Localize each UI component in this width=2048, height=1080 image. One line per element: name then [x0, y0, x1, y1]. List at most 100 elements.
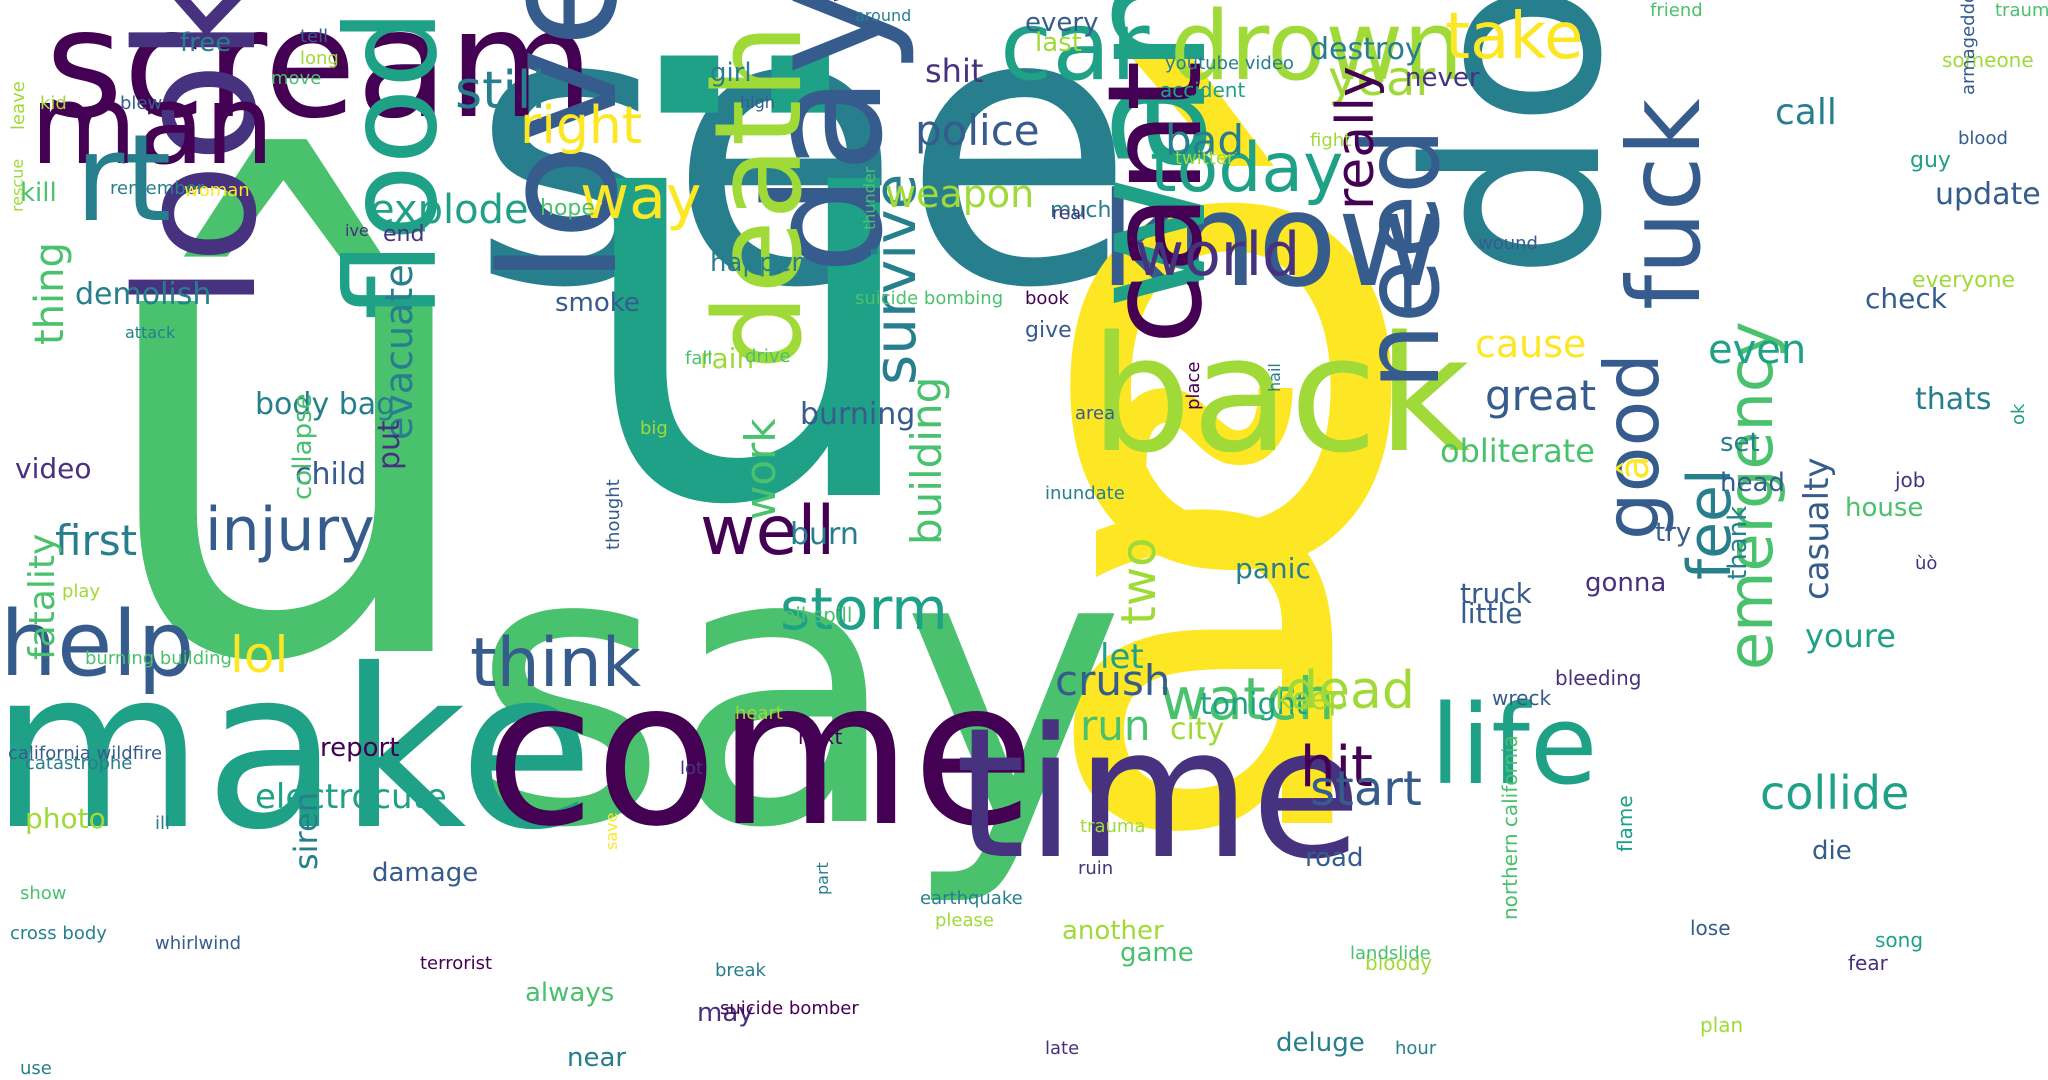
cloud-word: two	[1111, 537, 1167, 625]
cloud-word: attack	[125, 323, 176, 342]
cloud-word: place	[1183, 361, 1204, 410]
cloud-word: near	[567, 1043, 627, 1073]
cloud-word: earthquake	[920, 888, 1023, 909]
cloud-word: smoke	[555, 288, 640, 318]
cloud-word: bad	[1165, 116, 1245, 165]
cloud-word: drown	[1170, 0, 1464, 102]
cloud-word: fall	[685, 348, 713, 369]
cloud-word: guy	[1910, 148, 1951, 173]
cloud-word: whirlwind	[155, 933, 242, 954]
cloud-word: late	[1045, 1038, 1080, 1059]
cloud-word: start	[1310, 761, 1422, 817]
cloud-word: move	[271, 68, 322, 89]
cloud-word: thought	[603, 479, 624, 550]
cloud-word: update	[1935, 177, 2041, 212]
cloud-word: burning	[800, 397, 916, 432]
cloud-word: thing	[27, 242, 73, 345]
cloud-word: fear	[1848, 951, 1888, 975]
cloud-word: someone	[1942, 48, 2034, 72]
cloud-word: everyone	[1912, 268, 2016, 293]
cloud-word: save	[602, 812, 621, 850]
cloud-word: world	[1135, 220, 1301, 290]
cloud-word: ò	[1035, 0, 1427, 712]
cloud-word: destroy	[1310, 32, 1423, 67]
cloud-word: lose	[1690, 916, 1731, 940]
cloud-word: lol	[230, 626, 289, 684]
cloud-word: drive	[745, 346, 791, 367]
cloud-word: keep	[1275, 682, 1348, 717]
cloud-word: shit	[925, 52, 984, 90]
cloud-word: ok	[2008, 403, 2029, 425]
cloud-word: show	[20, 883, 67, 904]
cloud-word: die	[1812, 836, 1852, 866]
cloud-word: every	[1025, 8, 1099, 38]
cloud-word: blew	[120, 93, 163, 114]
cloud-word: end	[383, 222, 425, 247]
cloud-word: check	[1865, 282, 1947, 315]
cloud-word: take	[1445, 0, 1584, 74]
cloud-word: rescue	[8, 158, 27, 212]
cloud-word: hit	[1300, 735, 1374, 800]
cloud-word: right	[520, 96, 643, 156]
cloud-word: â	[1612, 455, 1658, 480]
cloud-word: ü	[565, 0, 933, 632]
cloud-word: plan	[1700, 1013, 1744, 1037]
cloud-word: ã	[1040, 304, 1384, 956]
cloud-word: truck	[1460, 577, 1532, 610]
cloud-word: man	[30, 61, 275, 189]
cloud-word: next	[798, 725, 843, 749]
cloud-word: leave	[8, 81, 29, 130]
cloud-word: high	[740, 93, 775, 112]
cloud-word: electrocute	[255, 777, 447, 817]
cloud-word: girl	[710, 58, 752, 88]
cloud-word: time	[955, 690, 1362, 899]
cloud-word: rt	[75, 110, 172, 249]
cloud-word: armageddon	[1958, 0, 1979, 95]
cloud-word: car	[1000, 0, 1150, 102]
cloud-word: say	[470, 468, 1126, 911]
cloud-word: area	[1075, 403, 1116, 424]
cloud-word: much	[1050, 198, 1112, 223]
cloud-word: photo	[25, 802, 106, 835]
cloud-word: kid	[40, 93, 67, 114]
cloud-word: last	[1035, 28, 1082, 58]
cloud-word: northern california	[1498, 735, 1522, 920]
cloud-word: thats	[1915, 382, 1992, 417]
cloud-word: woman	[184, 180, 250, 201]
cloud-word: never	[1405, 63, 1480, 93]
cloud-word: may	[697, 998, 754, 1028]
cloud-word: û	[85, 57, 491, 802]
cloud-word: fuck	[1606, 98, 1723, 310]
cloud-word: thank	[1723, 505, 1753, 580]
cloud-word: game	[1120, 938, 1194, 968]
cloud-word: suicide bombing	[855, 288, 1004, 309]
cloud-word: back	[1090, 301, 1471, 488]
cloud-word: tonight	[1200, 687, 1308, 722]
cloud-word: traumatise	[1995, 0, 2048, 21]
cloud-word: think	[470, 624, 642, 703]
cloud-word: around	[855, 6, 912, 25]
cloud-word: casualty	[1797, 457, 1837, 600]
cloud-word: great	[1485, 371, 1597, 420]
cloud-word: video	[15, 452, 92, 485]
cloud-word: weapon	[885, 172, 1035, 216]
cloud-word: break	[715, 960, 766, 981]
cloud-word: accident	[1160, 78, 1246, 102]
cloud-word: explode	[370, 187, 529, 233]
cloud-word: burn	[790, 517, 859, 552]
cloud-word: friend	[1650, 0, 1703, 21]
cloud-word: suicide bomber	[720, 998, 859, 1019]
cloud-word: try	[1655, 518, 1692, 548]
cloud-word: good	[1588, 353, 1676, 540]
cloud-word: head	[1720, 468, 1785, 498]
cloud-word: crush	[1055, 656, 1171, 705]
cloud-word: part	[813, 862, 832, 895]
cloud-word: siren	[287, 792, 325, 870]
cloud-word: dead	[1285, 661, 1415, 721]
cloud-word: play	[62, 581, 101, 602]
cloud-word: even	[1708, 327, 1807, 373]
cloud-word: help	[0, 592, 195, 697]
cloud-word: scream	[45, 0, 595, 152]
cloud-word: child	[295, 457, 367, 492]
cloud-word: bleeding	[1555, 666, 1642, 690]
